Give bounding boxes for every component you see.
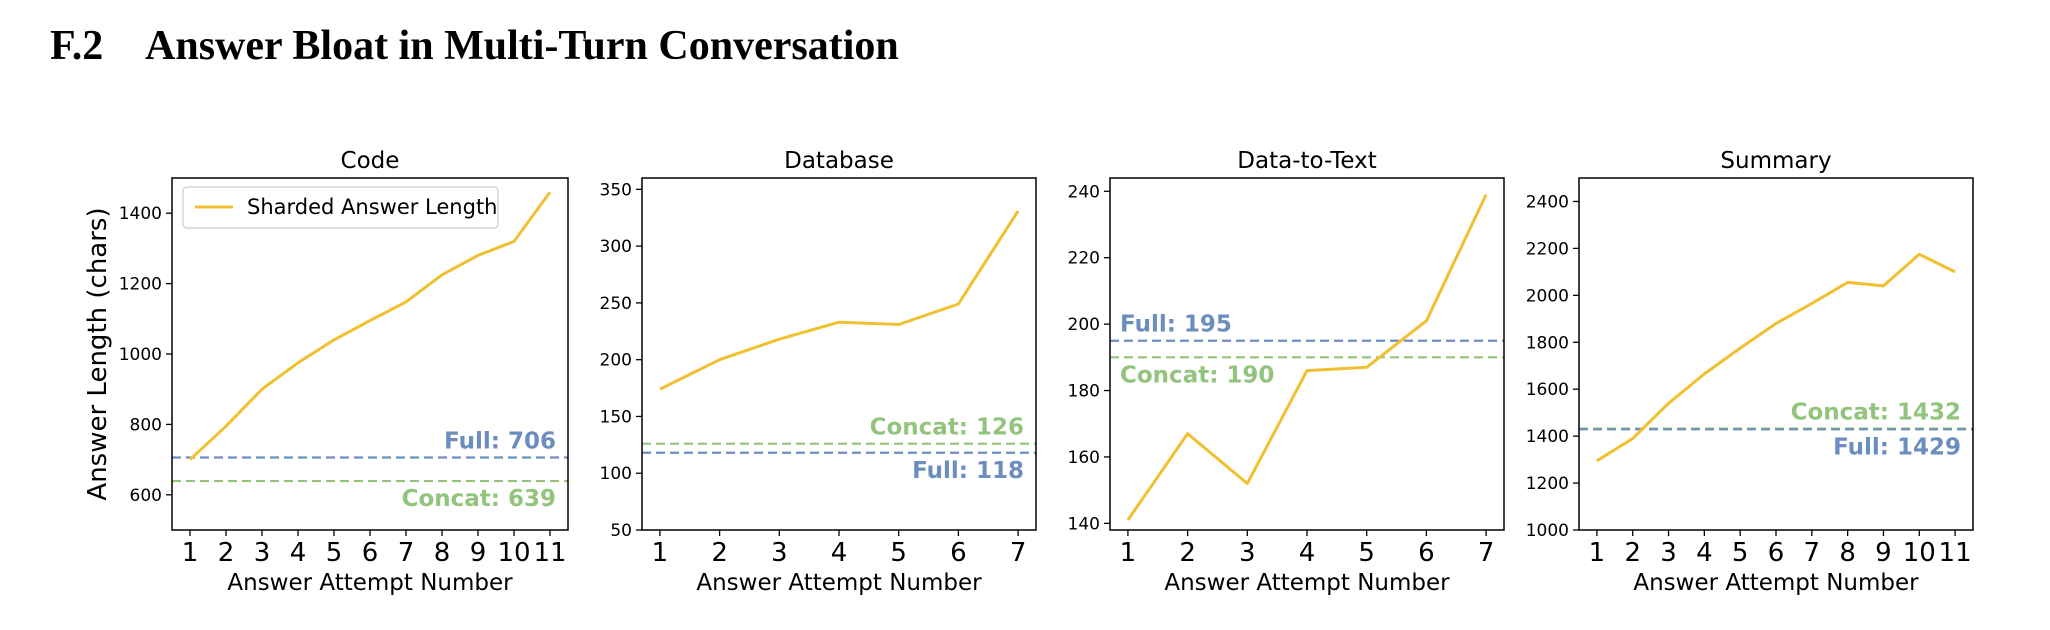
x-axis-label: Answer Attempt Number [1633, 570, 1919, 596]
plot-frame [1578, 177, 1974, 531]
x-tick-label: 9 [1875, 538, 1892, 568]
x-tick-label: 9 [470, 538, 487, 568]
y-tick-label: 200 [1068, 315, 1100, 335]
reference-label-full: Full: 195 [1120, 312, 1232, 338]
y-tick-label: 350 [600, 180, 632, 200]
x-tick-label: 10 [497, 538, 530, 568]
x-tick-label: 10 [1903, 538, 1936, 568]
legend-label: Sharded Answer Length [247, 195, 497, 219]
x-tick-label: 2 [711, 538, 728, 568]
plot-frame [171, 177, 569, 531]
chart-panel-database: Database 50 100 150 200 250 300 350 1 2 3 4 5 6 7 Answe… [600, 148, 1037, 596]
x-tick-label: 3 [254, 538, 271, 568]
chart-panel-data-to-text: Data-to-Text 140 160 180 200 220 240 1 2 3 4 5 6 7 Ans… [1068, 148, 1505, 596]
section-number: F.2 [50, 23, 104, 69]
x-tick-label: 5 [1732, 538, 1749, 568]
x-tick-label: 2 [1179, 538, 1196, 568]
x-tick-label: 3 [1239, 538, 1256, 568]
series-line-sharded [659, 210, 1020, 391]
x-tick-label: 1 [652, 538, 669, 568]
y-tick-label: 1400 [1526, 427, 1569, 447]
legend: Sharded Answer Length [182, 186, 499, 229]
y-tick-label: 100 [600, 464, 632, 484]
y-tick-label: 2400 [1526, 192, 1569, 212]
x-tick-label: 8 [1839, 538, 1856, 568]
x-axis-label: Answer Attempt Number [227, 570, 513, 596]
x-tick-label: 6 [1418, 538, 1435, 568]
x-tick-label: 7 [1804, 538, 1821, 568]
legend-box [182, 186, 499, 229]
y-tick-label: 200 [600, 351, 632, 371]
x-tick-label: 11 [1939, 538, 1972, 568]
x-tick-label: 4 [290, 538, 307, 568]
y-tick-label: 250 [600, 294, 632, 314]
reference-label-full: Full: 118 [912, 458, 1024, 484]
x-tick-label: 11 [533, 538, 566, 568]
chart-title: Summary [1720, 148, 1831, 174]
y-tick-label: 240 [1068, 182, 1100, 202]
chart-panel-summary: Summary 1000 1200 1400 1600 1800 2000 2200 2400 1… [1526, 148, 1974, 596]
plot-frame [1109, 177, 1505, 531]
x-tick-label: 6 [362, 538, 379, 568]
x-tick-label: 7 [1010, 538, 1027, 568]
x-tick-label: 6 [950, 538, 967, 568]
x-axis-label: Answer Attempt Number [1164, 570, 1450, 596]
x-tick-label: 3 [771, 538, 788, 568]
y-tick-label: 220 [1068, 249, 1100, 269]
y-tick-label: 2000 [1526, 286, 1569, 306]
series-line-sharded [188, 191, 552, 461]
y-tick-label: 1200 [1526, 474, 1569, 494]
x-tick-label: 5 [326, 538, 343, 568]
y-tick-label: 50 [610, 521, 632, 541]
reference-label-full: Full: 1429 [1833, 434, 1961, 460]
reference-label-concat: Concat: 1432 [1791, 400, 1961, 426]
y-tick-label: 300 [600, 237, 632, 257]
reference-label-concat: Concat: 639 [402, 486, 556, 512]
y-tick-label: 1200 [119, 275, 162, 295]
x-tick-label: 7 [398, 538, 415, 568]
section-title: Answer Bloat in Multi-Turn Conversation [145, 23, 899, 69]
y-tick-label: 180 [1068, 382, 1100, 402]
x-tick-label: 4 [1696, 538, 1713, 568]
y-axis-label: Answer Length (chars) [83, 207, 113, 500]
chart-title: Database [784, 148, 894, 174]
y-tick-label: 160 [1068, 448, 1100, 468]
x-tick-label: 5 [890, 538, 907, 568]
y-tick-label: 1800 [1526, 333, 1569, 353]
x-axis-label: Answer Attempt Number [696, 570, 982, 596]
chart-panel-code: Code 600 800 1000 1200 1400 1 2 3 4 5 6 7 8 9 10 11 Answe… [83, 148, 569, 596]
y-tick-label: 1400 [119, 204, 162, 224]
x-tick-label: 4 [831, 538, 848, 568]
reference-label-full: Full: 706 [444, 428, 556, 454]
x-tick-label: 6 [1768, 538, 1785, 568]
y-tick-label: 1600 [1526, 380, 1569, 400]
reference-label-concat: Concat: 126 [870, 415, 1024, 441]
y-tick-label: 1000 [119, 345, 162, 365]
y-tick-label: 2200 [1526, 239, 1569, 259]
x-tick-label: 5 [1358, 538, 1375, 568]
section-heading: F.2 Answer Bloat in Multi-Turn Conversati… [50, 22, 899, 70]
x-tick-label: 1 [182, 538, 199, 568]
x-tick-label: 1 [1589, 538, 1606, 568]
chart-title: Code [341, 148, 400, 174]
x-tick-label: 3 [1660, 538, 1677, 568]
x-tick-label: 2 [1624, 538, 1641, 568]
y-tick-label: 140 [1068, 514, 1100, 534]
y-tick-label: 800 [130, 415, 162, 435]
x-tick-label: 4 [1299, 538, 1316, 568]
x-tick-label: 1 [1120, 538, 1137, 568]
y-tick-label: 1000 [1526, 521, 1569, 541]
x-tick-label: 7 [1478, 538, 1495, 568]
x-tick-label: 2 [218, 538, 235, 568]
y-tick-label: 600 [130, 486, 162, 506]
reference-label-concat: Concat: 190 [1120, 362, 1274, 388]
plot-frame [641, 177, 1037, 531]
y-tick-label: 150 [600, 407, 632, 427]
chart-title: Data-to-Text [1237, 148, 1376, 174]
x-tick-label: 8 [434, 538, 451, 568]
